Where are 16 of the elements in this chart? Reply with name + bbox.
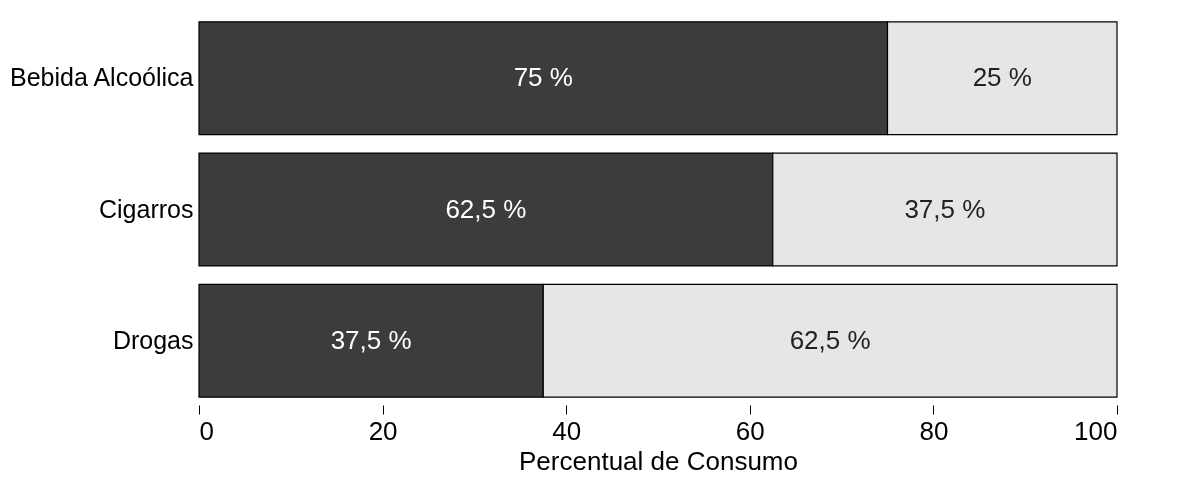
- y-tick-label: Cigarros: [99, 194, 194, 223]
- x-tick-label: 60: [735, 415, 765, 446]
- x-tick-label: 40: [552, 415, 582, 446]
- x-tick-label: 20: [368, 415, 398, 446]
- x-tick-label: 80: [919, 415, 949, 446]
- data-label: 62,5 %: [445, 193, 527, 224]
- x-tick-label: 0: [199, 415, 214, 446]
- y-tick-label: Drogas: [112, 325, 194, 354]
- data-label: 75 %: [513, 62, 573, 93]
- x-axis-title: Percentual de Consumo: [519, 445, 798, 476]
- data-label: 25 %: [972, 62, 1032, 93]
- y-tick-label: Bebida Alcoólica: [10, 63, 194, 92]
- x-tick-label: 100: [1074, 415, 1118, 446]
- data-label: 37,5 %: [330, 324, 412, 355]
- data-label: 37,5 %: [904, 193, 986, 224]
- data-label: 62,5 %: [789, 324, 871, 355]
